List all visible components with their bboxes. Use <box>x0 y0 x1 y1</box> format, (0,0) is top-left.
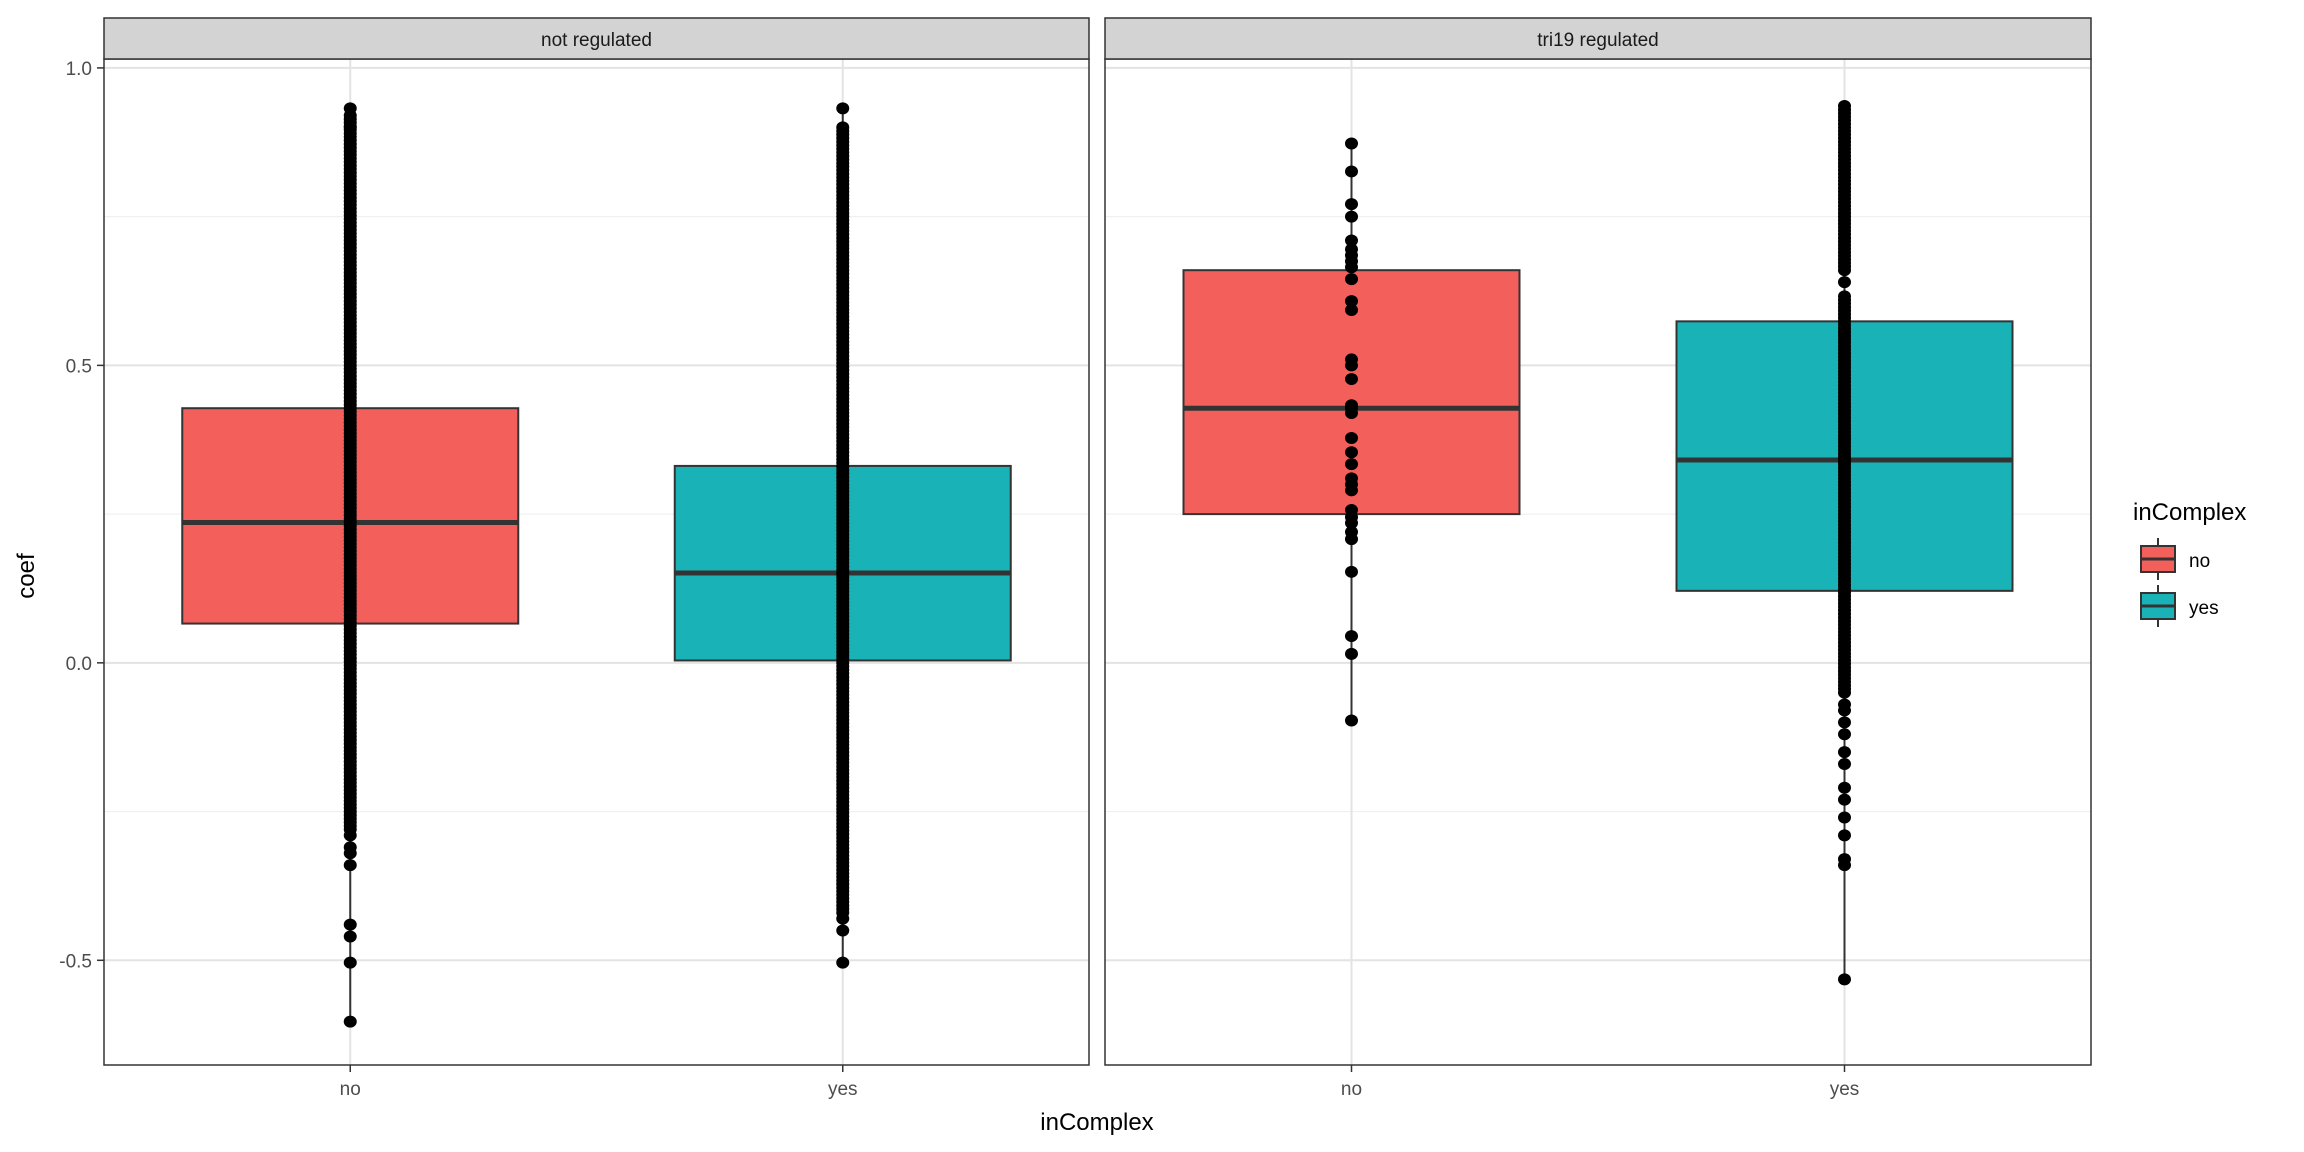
data-point <box>1345 234 1358 247</box>
legend-key-yes: yes <box>2140 585 2219 627</box>
data-point <box>343 829 357 842</box>
x-tick-label: no <box>1341 1079 1362 1100</box>
data-point <box>1345 565 1358 578</box>
data-points <box>1838 99 1851 986</box>
data-point <box>1838 290 1851 303</box>
facet-panels: not regulated no yes tri19 regulated no yes <box>103 17 2092 1100</box>
data-point <box>1345 359 1358 372</box>
x-tick-label: no <box>340 1079 361 1100</box>
data-point <box>1345 198 1358 211</box>
legend: inComplex no yes <box>2133 499 2246 627</box>
y-axis: -0.5 0.0 0.5 1.0 <box>59 59 104 972</box>
box-yes <box>1675 99 2014 986</box>
data-point <box>1345 273 1358 286</box>
data-point <box>343 121 357 134</box>
y-tick-label: 0.5 <box>66 356 92 377</box>
data-point <box>1345 261 1358 274</box>
data-point <box>343 1015 357 1028</box>
y-tick-label: 0.0 <box>66 654 92 675</box>
data-point <box>1345 304 1358 317</box>
data-point <box>343 918 357 931</box>
data-point <box>836 924 850 937</box>
legend-label: yes <box>2189 598 2219 619</box>
data-point <box>1345 484 1358 497</box>
data-point <box>1838 704 1851 717</box>
data-point <box>1838 811 1851 824</box>
data-point <box>836 956 850 969</box>
data-point <box>1345 373 1358 386</box>
data-point <box>836 121 850 134</box>
legend-label: no <box>2189 551 2210 572</box>
data-point <box>1345 446 1358 459</box>
data-point <box>1838 276 1851 289</box>
data-point <box>1838 829 1851 842</box>
data-point <box>1838 781 1851 794</box>
data-point <box>1345 295 1358 308</box>
box-yes <box>673 102 1012 969</box>
facet-strip <box>1104 17 2092 60</box>
facet-strip-label: not regulated <box>541 30 652 51</box>
data-points <box>343 102 357 1028</box>
data-point <box>343 859 357 872</box>
y-tick-label: -0.5 <box>59 951 92 972</box>
data-point <box>343 102 357 115</box>
data-point <box>1345 406 1358 419</box>
box-no <box>1182 137 1521 727</box>
data-point <box>1345 458 1358 471</box>
data-point <box>1838 859 1851 872</box>
data-point <box>836 102 850 115</box>
data-point <box>1345 165 1358 178</box>
data-point <box>1345 431 1358 444</box>
data-point <box>343 956 357 969</box>
legend-title: inComplex <box>2133 499 2246 526</box>
data-point <box>343 930 357 943</box>
data-point <box>1838 973 1851 986</box>
data-point <box>343 847 357 860</box>
data-point <box>1345 647 1358 660</box>
legend-key-no: no <box>2140 538 2210 580</box>
data-point <box>1838 728 1851 741</box>
data-point <box>1838 99 1851 112</box>
data-point <box>1838 746 1851 759</box>
data-point <box>1838 716 1851 729</box>
facet-panel: tri19 regulated no yes <box>1104 17 2092 1100</box>
data-point <box>1345 137 1358 150</box>
data-points <box>836 102 850 969</box>
data-point <box>1345 210 1358 223</box>
data-point <box>1345 517 1358 530</box>
y-tick-label: 1.0 <box>66 59 92 80</box>
x-axis-title: inComplex <box>1040 1109 1153 1136</box>
data-point <box>836 912 850 925</box>
x-tick-label: yes <box>1830 1079 1860 1100</box>
facet-strip <box>103 17 1090 60</box>
data-point <box>1838 757 1851 770</box>
data-point <box>1345 630 1358 643</box>
data-point <box>1838 793 1851 806</box>
y-axis-title: coef <box>13 553 40 599</box>
data-point <box>1345 714 1358 727</box>
data-point <box>1345 533 1358 546</box>
facet-strip-label: tri19 regulated <box>1537 30 1658 51</box>
facet-panel: not regulated no yes <box>103 17 1090 1100</box>
x-tick-label: yes <box>828 1079 858 1100</box>
box-no <box>181 102 520 1028</box>
data-points <box>1345 137 1358 727</box>
